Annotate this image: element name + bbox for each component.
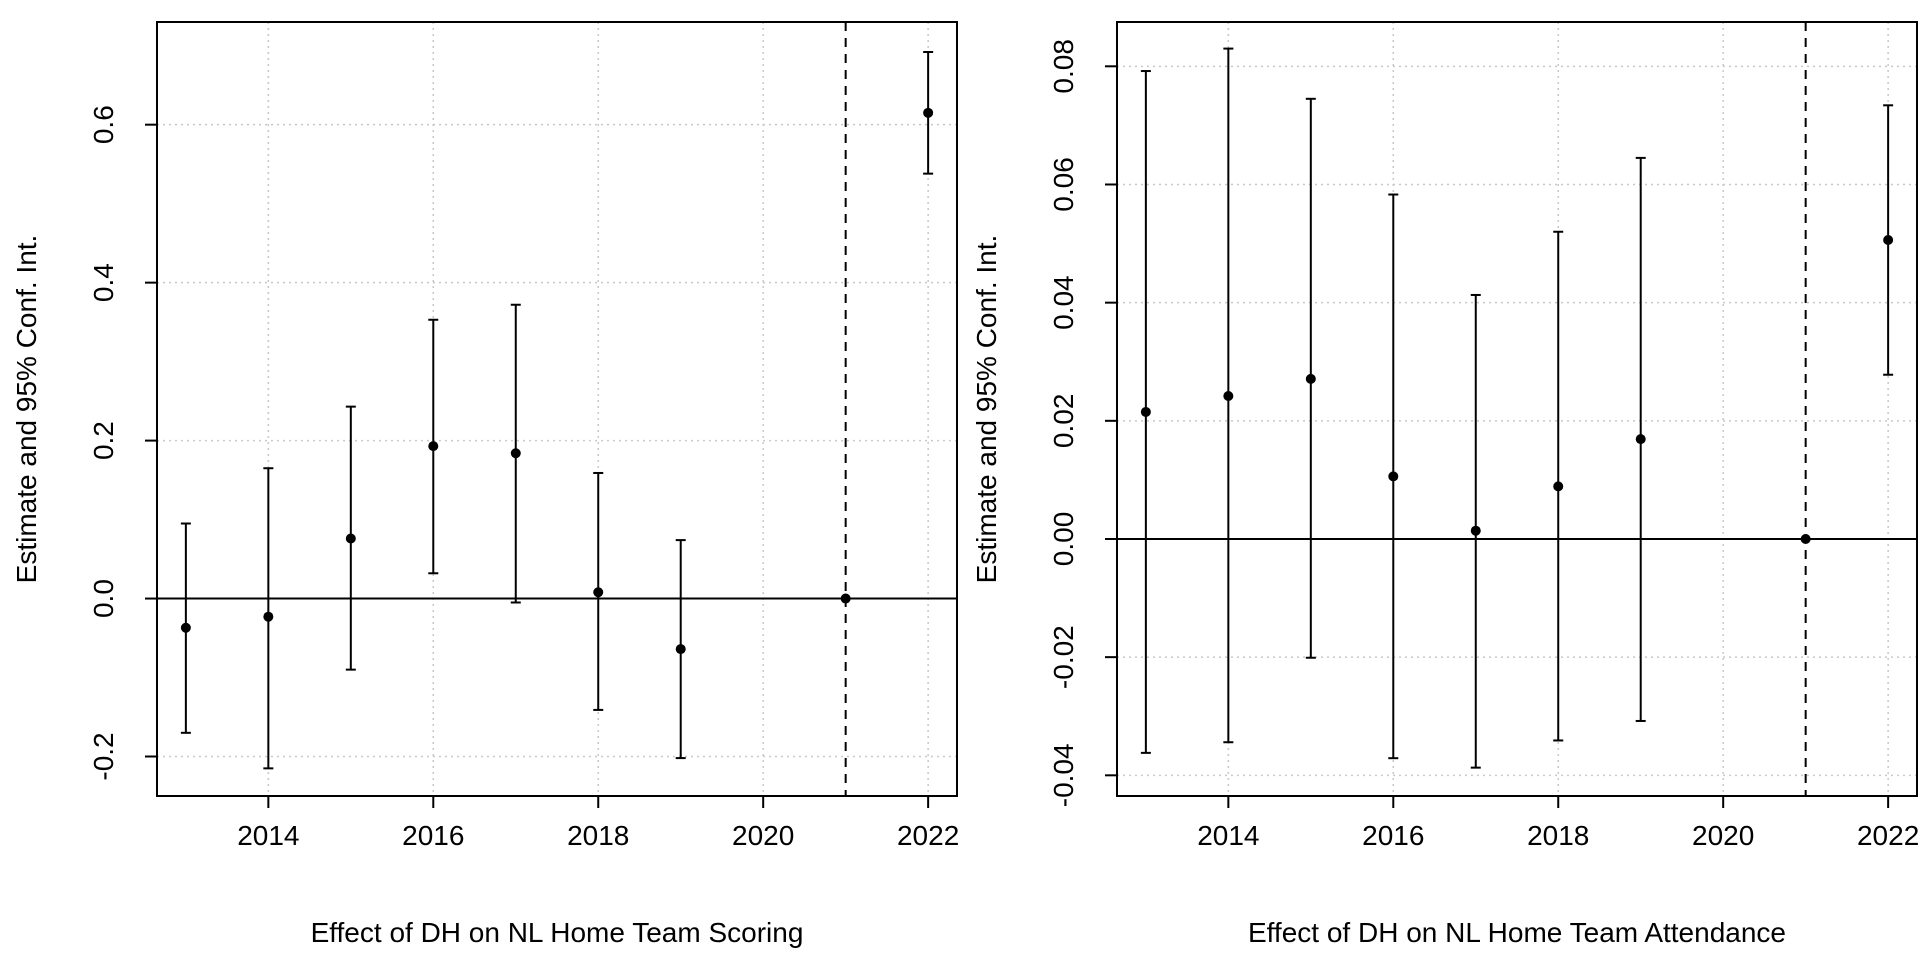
x-tick-label: 2020 <box>1692 820 1754 851</box>
plot-frame <box>1116 21 1918 797</box>
estimate-point <box>428 441 439 452</box>
y-tick-label: -0.02 <box>1048 625 1079 689</box>
y-axis-label: Estimate and 95% Conf. Int. <box>11 235 42 584</box>
x-tick-label: 2022 <box>897 820 959 851</box>
estimate-point <box>1388 471 1399 482</box>
y-tick-label: -0.04 <box>1048 743 1079 807</box>
panel-scoring: 2014 2016 2018 2020 2022 -0.2 0.0 0.2 0.4 0.6 Ef… <box>11 21 959 948</box>
estimate-point <box>1800 533 1811 544</box>
data-points <box>1140 235 1894 544</box>
estimate-point <box>510 448 521 459</box>
y-tick-label: 0.4 <box>88 263 119 302</box>
estimate-point <box>180 622 191 633</box>
estimate-point <box>263 611 274 622</box>
y-tick-label: 0.08 <box>1048 39 1079 94</box>
y-tick-label: -0.2 <box>88 732 119 780</box>
y-axis-label: Estimate and 95% Conf. Int. <box>971 235 1002 584</box>
x-tick-label: 2018 <box>567 820 629 851</box>
y-axis: -0.2 0.0 0.2 0.4 0.6 <box>88 105 157 781</box>
estimate-point <box>593 587 604 598</box>
estimate-point <box>1635 434 1646 445</box>
y-tick-label: 0.04 <box>1048 275 1079 330</box>
x-axis-label: Effect of DH on NL Home Team Attendance <box>1248 917 1786 948</box>
x-tick-label: 2018 <box>1527 820 1589 851</box>
estimate-point <box>1140 406 1151 417</box>
x-tick-label: 2014 <box>237 820 299 851</box>
estimate-point <box>345 533 356 544</box>
estimate-point <box>1223 391 1234 402</box>
x-axis: 2014 2016 2018 2020 2022 <box>237 796 959 851</box>
reference-lines <box>1117 22 1917 796</box>
y-tick-label: 0.06 <box>1048 157 1079 212</box>
y-tick-label: 0.6 <box>88 105 119 144</box>
y-tick-label: 0.2 <box>88 421 119 460</box>
x-axis: 2014 2016 2018 2020 2022 <box>1197 796 1919 851</box>
estimate-point <box>1553 481 1564 492</box>
x-tick-label: 2016 <box>1362 820 1424 851</box>
estimate-point <box>923 107 934 118</box>
estimate-point <box>840 593 851 604</box>
panel-attendance: 2014 2016 2018 2020 2022 -0.04 -0.02 0.00 0.02 0… <box>971 21 1919 948</box>
estimate-point <box>1470 525 1481 536</box>
x-tick-label: 2020 <box>732 820 794 851</box>
x-tick-label: 2014 <box>1197 820 1259 851</box>
x-tick-label: 2016 <box>402 820 464 851</box>
y-tick-label: 0.0 <box>88 579 119 618</box>
x-tick-label: 2022 <box>1857 820 1919 851</box>
estimate-point <box>675 644 686 655</box>
reference-lines <box>157 22 957 796</box>
y-tick-label: 0.02 <box>1048 394 1079 449</box>
plot-frame <box>156 21 958 797</box>
estimate-point <box>1305 373 1316 384</box>
data-points <box>180 107 934 655</box>
estimate-point <box>1883 235 1894 246</box>
y-axis: -0.04 -0.02 0.00 0.02 0.04 0.06 0.08 <box>1048 39 1117 807</box>
y-tick-label: 0.00 <box>1048 512 1079 567</box>
x-axis-label: Effect of DH on NL Home Team Scoring <box>311 917 804 948</box>
